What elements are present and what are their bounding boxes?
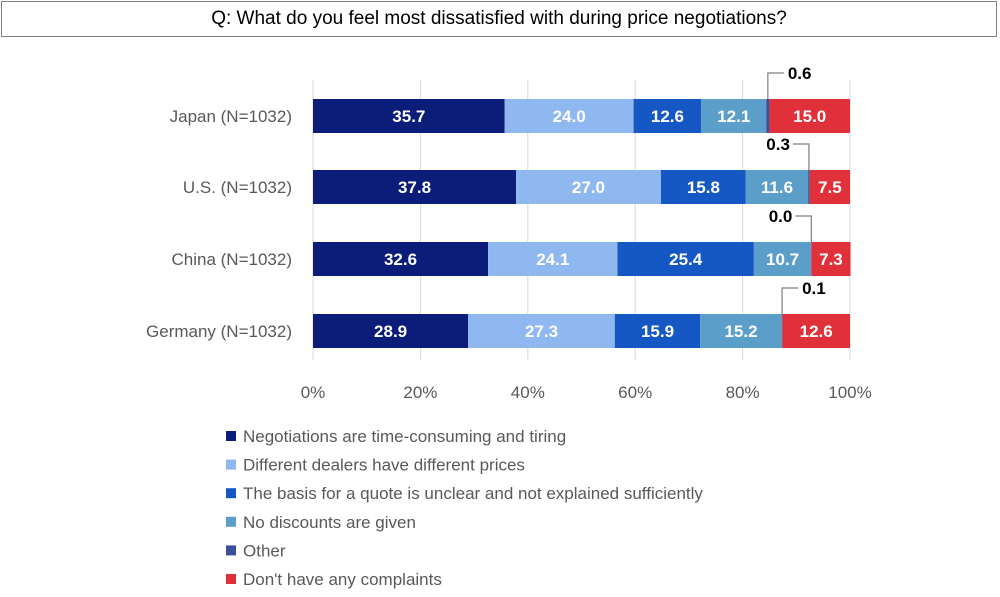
bar-segment xyxy=(633,99,702,133)
chart-title-box: Q: What do you feel most dissatisfied wi… xyxy=(1,1,997,37)
bar-value-label: 0.3 xyxy=(766,135,790,154)
bar-segment xyxy=(468,314,615,348)
legend-swatch xyxy=(226,459,236,470)
x-tick-label: 80% xyxy=(726,383,760,402)
bar-segment xyxy=(313,99,505,133)
bar-value-label: 0.1 xyxy=(802,279,826,298)
x-tick-label: 40% xyxy=(511,383,545,402)
bar-segment xyxy=(809,170,850,204)
legend-swatch xyxy=(226,516,236,527)
category-label: China (N=1032) xyxy=(172,250,293,269)
legend-label: The basis for a quote is unclear and not… xyxy=(243,484,703,503)
bar-value-label: 24.1 xyxy=(536,250,569,269)
bar-value-label: 25.4 xyxy=(669,250,703,269)
bar-segment xyxy=(488,242,618,276)
bar-segment xyxy=(701,99,767,133)
x-tick-label: 20% xyxy=(403,383,437,402)
x-tick-label: 0% xyxy=(301,383,326,402)
bar-value-label: 15.0 xyxy=(793,107,826,126)
bar-segment xyxy=(504,99,634,133)
bar-value-label: 27.0 xyxy=(572,178,605,197)
legend-label: Don't have any complaints xyxy=(243,570,442,589)
legend-label: Other xyxy=(243,541,286,560)
category-label: Germany (N=1032) xyxy=(146,322,292,341)
bar-value-label: 12.6 xyxy=(800,322,833,341)
callout-leader-line xyxy=(767,72,784,99)
bar-value-label: 12.6 xyxy=(651,107,684,126)
legend-label: No discounts are given xyxy=(243,513,416,532)
x-tick-label: 100% xyxy=(828,383,871,402)
bar-segment xyxy=(745,170,809,204)
bar-value-label: 15.9 xyxy=(641,322,674,341)
bar-value-label: 27.3 xyxy=(525,322,558,341)
legend-swatch xyxy=(226,574,236,584)
bar-value-label: 32.6 xyxy=(384,250,417,269)
bar-segment xyxy=(808,170,810,204)
callout-leader-line xyxy=(792,143,810,170)
bar-segment xyxy=(313,242,489,276)
bar-value-label: 11.6 xyxy=(761,178,793,197)
bar-segment xyxy=(781,314,783,348)
bar-segment xyxy=(700,314,782,348)
callout-leader-line xyxy=(781,287,799,314)
x-tick-label: 60% xyxy=(618,383,652,402)
bar-value-label: 7.5 xyxy=(818,178,842,197)
bar-value-label: 7.3 xyxy=(819,250,843,269)
bar-segment xyxy=(753,242,812,276)
bar-value-label: 15.2 xyxy=(724,322,757,341)
bar-value-label: 37.8 xyxy=(398,178,431,197)
bar-value-label: 15.8 xyxy=(687,178,720,197)
bar-segment xyxy=(313,314,469,348)
legend-label: Negotiations are time-consuming and tiri… xyxy=(243,427,566,446)
bar-segment xyxy=(313,170,516,204)
bar-value-label: 12.1 xyxy=(717,107,750,126)
bar-value-label: 0.0 xyxy=(769,207,793,226)
bar-segment xyxy=(811,242,851,276)
callout-leader-line xyxy=(795,215,812,242)
bar-value-label: 35.7 xyxy=(392,107,425,126)
legend-swatch xyxy=(226,545,236,556)
bar-segment xyxy=(614,314,701,348)
legend-swatch xyxy=(226,488,236,499)
bar-value-label: 0.6 xyxy=(788,64,812,83)
bar-segment xyxy=(766,99,770,133)
category-label: U.S. (N=1032) xyxy=(183,178,292,197)
category-label: Japan (N=1032) xyxy=(170,107,292,126)
bar-segment xyxy=(660,170,746,204)
legend-swatch xyxy=(226,431,236,441)
bar-value-label: 10.7 xyxy=(766,250,799,269)
bar-value-label: 24.0 xyxy=(553,107,586,126)
bar-value-label: 28.9 xyxy=(374,322,407,341)
bar-segment xyxy=(769,99,850,133)
legend-label: Different dealers have different prices xyxy=(243,456,525,475)
bar-segment xyxy=(782,314,850,348)
chart-title: Q: What do you feel most dissatisfied wi… xyxy=(211,8,787,29)
bar-segment xyxy=(515,170,661,204)
bar-segment xyxy=(617,242,754,276)
